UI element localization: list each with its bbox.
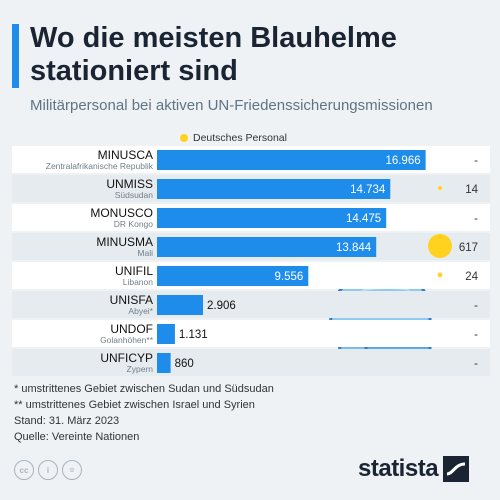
location-label: DR Kongo bbox=[114, 219, 153, 229]
row-background bbox=[12, 320, 490, 347]
bar-value-label: 14.734 bbox=[350, 184, 386, 196]
bar bbox=[157, 237, 377, 257]
category-label: MINUSCA bbox=[98, 148, 153, 162]
footnote-date: Stand: 31. März 2023 bbox=[14, 415, 120, 427]
bar-value-label: 13.844 bbox=[336, 242, 372, 254]
bar bbox=[157, 324, 175, 344]
category-label: UNMISS bbox=[106, 177, 153, 191]
bar bbox=[157, 179, 391, 199]
german-personnel-dot bbox=[438, 186, 442, 190]
person-icon[interactable]: i bbox=[38, 460, 58, 480]
location-label: Zentralafrikanische Republik bbox=[46, 161, 154, 171]
license-icons: cc i = bbox=[14, 460, 82, 480]
german-personnel-label: 617 bbox=[459, 242, 478, 254]
bar bbox=[157, 208, 387, 228]
location-label: Golanhöhen** bbox=[100, 335, 154, 345]
row-background bbox=[12, 349, 490, 376]
category-label: UNFICYP bbox=[100, 351, 153, 365]
bar-value-label: 9.556 bbox=[275, 271, 304, 283]
statista-mark-icon bbox=[443, 456, 470, 482]
title-accent-bar bbox=[12, 24, 19, 88]
category-label: MONUSCO bbox=[90, 206, 153, 220]
german-personnel-dot bbox=[437, 272, 443, 278]
legend: Deutsches Personal bbox=[180, 132, 287, 144]
german-personnel-dot bbox=[428, 234, 452, 258]
bar-value-label: 2.906 bbox=[207, 300, 236, 312]
bar bbox=[157, 353, 171, 373]
location-label: Zypern bbox=[127, 364, 154, 374]
german-personnel-label: 14 bbox=[465, 184, 478, 196]
bar-value-label: 16.966 bbox=[385, 155, 420, 167]
german-personnel-label: - bbox=[474, 358, 478, 370]
equals-icon[interactable]: = bbox=[62, 460, 82, 480]
category-label: MINUSMA bbox=[96, 235, 153, 249]
bar bbox=[157, 295, 204, 315]
footnote: * umstrittenes Gebiet zwischen Sudan und… bbox=[14, 383, 274, 395]
row-background bbox=[12, 291, 490, 318]
location-label: Libanon bbox=[123, 277, 154, 287]
bar bbox=[157, 150, 426, 170]
category-label: UNISFA bbox=[110, 293, 153, 307]
footnotes: * umstrittenes Gebiet zwischen Sudan und… bbox=[14, 381, 274, 445]
footnote: ** umstrittenes Gebiet zwischen Israel u… bbox=[14, 399, 255, 411]
german-personnel-label: - bbox=[474, 300, 478, 312]
german-personnel-label: - bbox=[474, 213, 478, 225]
german-personnel-label: - bbox=[474, 155, 478, 167]
page-subtitle: Militärpersonal bei aktiven UN-Friedenss… bbox=[30, 97, 433, 114]
footnote-source: Quelle: Vereinte Nationen bbox=[14, 431, 140, 443]
location-label: Mali bbox=[137, 248, 153, 258]
legend-dot-icon bbox=[180, 134, 188, 142]
legend-label: Deutsches Personal bbox=[193, 132, 287, 144]
bar-value-label: 1.131 bbox=[179, 329, 208, 341]
location-label: Südsudan bbox=[115, 190, 154, 200]
german-personnel-label: - bbox=[474, 329, 478, 341]
category-label: UNDOF bbox=[110, 322, 153, 336]
bar-value-label: 14.475 bbox=[346, 213, 381, 225]
bar bbox=[157, 266, 309, 286]
brand-name: statista bbox=[358, 455, 439, 482]
cc-icon[interactable]: cc bbox=[14, 460, 34, 480]
location-label: Abyei* bbox=[128, 306, 153, 316]
category-label: UNIFIL bbox=[115, 264, 153, 278]
page-title: Wo die meisten Blauhelme stationiert sin… bbox=[30, 22, 397, 87]
german-personnel-label: 24 bbox=[465, 271, 478, 283]
bar-value-label: 860 bbox=[175, 358, 194, 370]
statista-logo[interactable]: statista bbox=[358, 455, 470, 483]
